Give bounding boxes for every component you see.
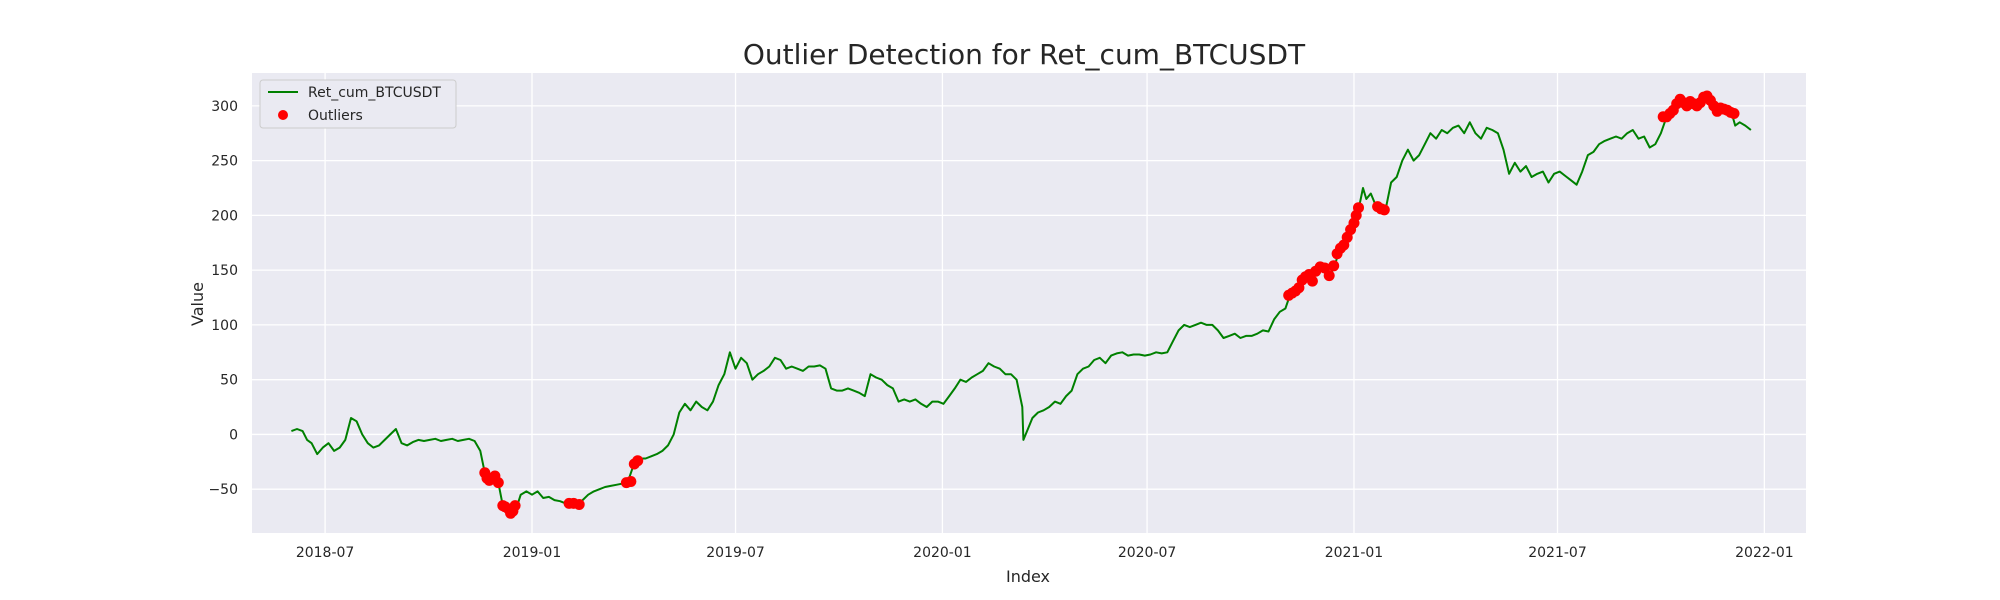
y-tick-label: 100: [211, 318, 238, 334]
y-tick-label: −50: [208, 482, 238, 498]
y-tick-label: 0: [229, 427, 238, 443]
x-tick-label: 2019-01: [503, 545, 562, 561]
x-tick-label: 2022-01: [1735, 545, 1794, 561]
x-tick-label: 2021-01: [1325, 545, 1384, 561]
legend: Ret_cum_BTCUSDT Outliers: [259, 79, 457, 129]
x-axis-label: Index: [1006, 567, 1050, 586]
legend-frame: [259, 79, 457, 129]
y-tick-label: 50: [220, 373, 238, 389]
chart-title: Outlier Detection for Ret_cum_BTCUSDT: [743, 38, 1306, 71]
y-tick-label: 250: [211, 154, 238, 170]
outlier-point: [1728, 108, 1740, 119]
legend-marker-swatch: [278, 110, 288, 120]
series-line-layer: [291, 96, 1752, 515]
x-tick-label: 2018-07: [296, 545, 355, 561]
y-axis-label: Value: [188, 282, 207, 326]
outlier-point: [1353, 202, 1364, 214]
y-tick-labels: −50 0 50 100 150 200 250 300: [208, 99, 238, 498]
x-tick-label: 2020-07: [1118, 545, 1177, 561]
x-tick-label: 2021-07: [1528, 545, 1587, 561]
legend-label-outliers: Outliers: [308, 108, 363, 124]
series-line-ret-cum-btcusdt: [291, 96, 1752, 515]
x-tick-label: 2019-07: [706, 545, 765, 561]
outlier-point: [632, 455, 644, 467]
outlier-point: [1306, 275, 1318, 287]
y-tick-label: 200: [211, 208, 238, 224]
outlier-point: [492, 477, 504, 489]
grid-lines: [252, 73, 1806, 533]
outlier-point: [573, 499, 585, 510]
x-tick-labels: 2018-07 2019-01 2019-07 2020-01 2020-07 2021-…: [296, 545, 1794, 561]
outlier-point: [625, 476, 637, 487]
outlier-points-layer: [479, 90, 1740, 519]
outlier-point: [1323, 270, 1335, 282]
plot-area: [252, 73, 1806, 533]
outlier-point: [1378, 204, 1390, 216]
outlier-point: [509, 500, 521, 512]
outlier-point: [1328, 260, 1340, 272]
y-tick-label: 150: [211, 263, 238, 279]
y-tick-label: 300: [211, 99, 238, 115]
x-tick-label: 2020-01: [913, 545, 972, 561]
legend-label-series: Ret_cum_BTCUSDT: [308, 85, 441, 101]
